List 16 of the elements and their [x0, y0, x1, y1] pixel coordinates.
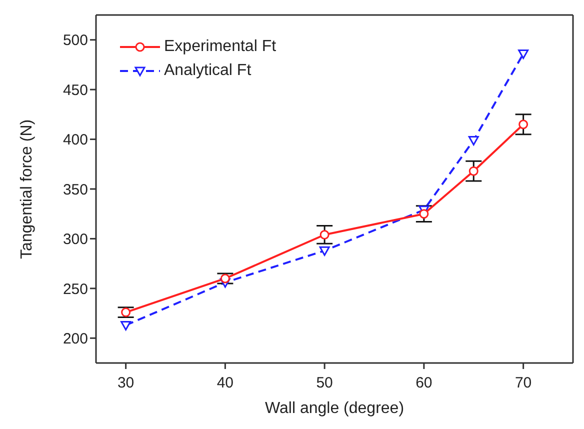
y-tick-label: 350 — [62, 181, 88, 198]
legend-label: Analytical Ft — [164, 62, 252, 80]
y-tick-label: 200 — [62, 330, 88, 348]
y-tick-label: 400 — [62, 132, 88, 149]
x-tick-label: 50 — [316, 374, 333, 392]
y-tick-label: 500 — [62, 32, 88, 50]
legend-label: Experimental Ft — [164, 38, 276, 56]
y-axis-title: Tangential force (N) — [18, 119, 36, 259]
y-tick-label: 250 — [62, 280, 88, 298]
y-tick-label: 300 — [62, 231, 88, 248]
x-tick-label: 40 — [216, 374, 234, 392]
y-tick-label: 450 — [62, 82, 88, 99]
x-tick-label: 30 — [117, 374, 134, 392]
x-tick-label: 70 — [514, 374, 532, 392]
x-tick-label: 60 — [416, 374, 432, 392]
x-axis-title: Wall angle (degree) — [264, 400, 404, 417]
